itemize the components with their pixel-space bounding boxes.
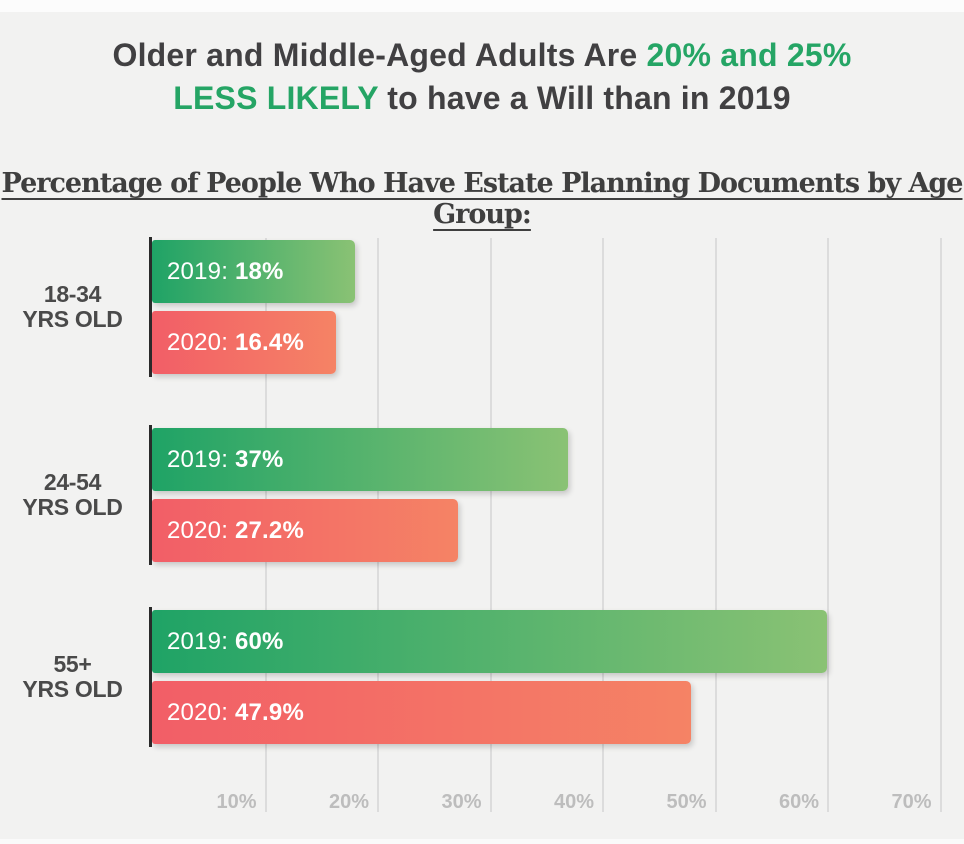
category-label: 55+ YRS OLD xyxy=(0,610,145,744)
chart-subtitle-text: Percentage of People Who Have Estate Pla… xyxy=(1,168,964,230)
bar-2019-18-34 YRS OLD: 2019: 18% xyxy=(152,240,355,303)
x-tick-label: 20% xyxy=(328,791,369,813)
y-axis-line xyxy=(149,237,152,377)
bar-2020-24-54 YRS OLD: 2020: 27.2% xyxy=(152,499,458,562)
title-highlight-1: 20% and 25% xyxy=(646,37,852,73)
gridline-70% xyxy=(939,238,942,812)
gridline-50% xyxy=(714,238,717,812)
x-tick-label: 60% xyxy=(778,791,819,813)
gridline-60% xyxy=(827,238,829,812)
gridline-30% xyxy=(489,238,492,812)
category-label-line: 24-54 xyxy=(43,469,102,495)
title-text-1: Older and Middle-Aged Adults Are xyxy=(112,37,647,73)
category-label-line: YRS OLD xyxy=(22,676,123,702)
category-label: 24-54 YRS OLD xyxy=(0,428,145,562)
category-label: 18-34 YRS OLD xyxy=(0,240,145,374)
bar-value-label: 2019: 60% xyxy=(167,627,284,655)
x-tick-label: 50% xyxy=(666,791,707,813)
bar-value-label: 2020: 27.2% xyxy=(167,516,304,544)
header: Older and Middle-Aged Adults Are 20% and… xyxy=(0,0,964,230)
bar-value-label: 2020: 47.9% xyxy=(167,698,304,726)
bar-value-label: 2020: 16.4% xyxy=(167,328,304,356)
y-axis-line xyxy=(149,425,152,565)
y-axis-line xyxy=(149,607,152,747)
bar-2019-55+ YRS OLD: 2019: 60% xyxy=(152,610,827,673)
bottom-strip xyxy=(0,839,964,844)
bar-2019-24-54 YRS OLD: 2019: 37% xyxy=(152,428,568,491)
chart-subtitle: Percentage of People Who Have Estate Pla… xyxy=(0,168,964,230)
bar-2020-18-34 YRS OLD: 2020: 16.4% xyxy=(152,311,336,374)
page-title: Older and Middle-Aged Adults Are 20% and… xyxy=(0,0,964,120)
top-strip xyxy=(0,0,964,12)
bar-value-label: 2019: 37% xyxy=(167,445,284,473)
category-label-line: 18-34 xyxy=(43,281,102,307)
bar-value-label: 2019: 18% xyxy=(167,257,284,285)
category-label-line: YRS OLD xyxy=(22,306,123,332)
x-tick-label: 70% xyxy=(891,791,932,813)
x-tick-label: 30% xyxy=(441,791,482,813)
category-label-line: YRS OLD xyxy=(22,494,123,520)
x-tick-label: 40% xyxy=(553,791,594,813)
title-text-2: to have a Will than in 2019 xyxy=(378,80,791,116)
title-highlight-2: LESS LIKELY xyxy=(173,80,379,116)
x-tick-label: 10% xyxy=(216,791,257,813)
gridline-40% xyxy=(602,238,604,812)
category-label-line: 55+ xyxy=(53,651,92,677)
bar-2020-55+ YRS OLD: 2020: 47.9% xyxy=(152,681,691,744)
